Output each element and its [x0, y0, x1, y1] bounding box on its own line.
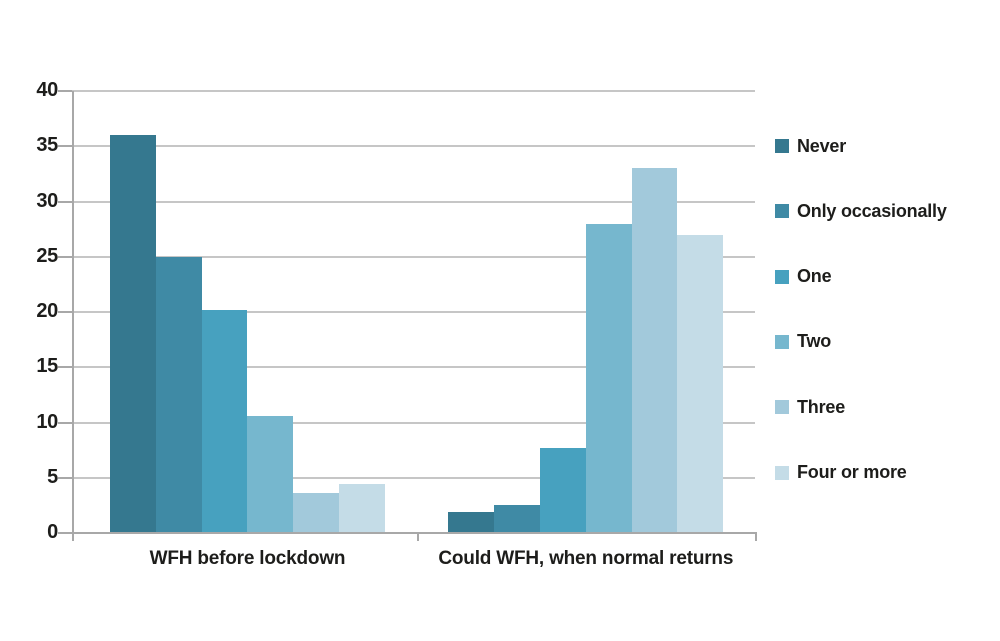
legend-item-two: Two	[775, 331, 832, 352]
bar-only-occasionally-group1	[155, 256, 202, 533]
gridline-40	[72, 90, 755, 92]
y-tick-35	[58, 145, 72, 148]
legend-swatch-one	[775, 269, 789, 284]
y-tick-label-25: 25	[36, 244, 58, 267]
legend-item-three: Three	[775, 397, 845, 417]
legend-item-only-occasionally: Only occasionally	[775, 201, 947, 221]
legend-swatch-three	[775, 400, 789, 415]
category-label-2: Could WFH, when normal returns	[438, 548, 734, 569]
x-boundary-tick-1	[416, 532, 419, 541]
y-tick-40	[58, 90, 72, 92]
y-tick-10	[58, 421, 72, 424]
y-tick-label-40: 40	[36, 79, 58, 101]
y-tick-label-35: 35	[36, 134, 58, 157]
gridline-35	[72, 145, 755, 148]
gridline-30	[72, 200, 755, 203]
y-tick-20	[58, 311, 72, 313]
x-boundary-tick-0	[72, 532, 74, 541]
y-tick-5	[58, 476, 72, 479]
bar-four-or-more-group1	[339, 484, 385, 533]
bar-one-group1	[201, 309, 248, 533]
x-boundary-tick-2	[755, 532, 757, 541]
y-tick-label-10: 10	[36, 410, 58, 433]
y-tick-30	[58, 200, 72, 203]
legend-swatch-four-or-more	[775, 465, 789, 480]
legend-swatch-never	[775, 139, 789, 153]
legend-label-four-or-more: Four or more	[797, 462, 907, 482]
gridline-15	[72, 366, 755, 369]
legend-swatch-two	[775, 334, 789, 349]
y-tick-0	[58, 532, 72, 534]
category-label-1: WFH before lockdown	[149, 548, 346, 569]
gridline-20	[72, 311, 755, 313]
legend-label-only-occasionally: Only occasionally	[797, 200, 947, 221]
gridline-10	[72, 421, 755, 424]
legend-label-one: One	[797, 266, 832, 287]
y-tick-label-0: 0	[47, 521, 58, 543]
bar-only-occasionally-group2	[494, 505, 540, 533]
y-tick-label-5: 5	[47, 465, 58, 488]
x-axis-line	[72, 532, 755, 534]
legend-label-two: Two	[797, 331, 832, 352]
legend-item-four-or-more: Four or more	[775, 462, 907, 483]
bar-never-group1	[110, 135, 156, 533]
gridline-25	[72, 255, 755, 258]
bar-two-group2	[585, 223, 632, 533]
y-tick-label-15: 15	[36, 355, 58, 378]
bar-two-group1	[247, 415, 294, 533]
legend-label-never: Never	[797, 135, 847, 156]
y-tick-25	[58, 255, 72, 258]
legend-label-three: Three	[797, 396, 846, 417]
bar-one-group2	[539, 447, 586, 533]
y-axis-line	[72, 91, 74, 535]
y-tick-label-20: 20	[36, 300, 58, 322]
bar-never-group2	[448, 512, 495, 533]
y-tick-15	[58, 366, 72, 369]
y-tick-label-30: 30	[36, 189, 58, 212]
legend-item-never: Never	[775, 136, 846, 156]
gridline-5	[72, 476, 755, 479]
legend-swatch-only-occasionally	[775, 204, 789, 219]
bar-three-group2	[631, 168, 678, 533]
legend-item-one: One	[775, 266, 832, 287]
bar-four-or-more-group2	[677, 234, 724, 533]
bar-three-group1	[293, 493, 340, 533]
